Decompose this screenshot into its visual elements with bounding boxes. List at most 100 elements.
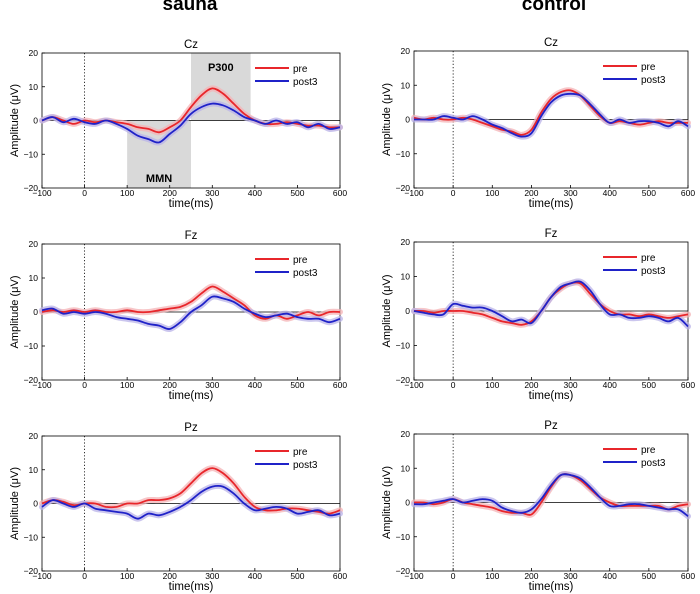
x-tick-label: 200 [524, 380, 538, 390]
y-tick-label: −10 [396, 341, 411, 351]
legend-label-pre: pre [641, 62, 656, 73]
legend-box [600, 440, 684, 468]
series-line-pre [41, 467, 341, 515]
legend-label-post3: post3 [293, 460, 318, 471]
y-tick-label: 20 [29, 431, 39, 441]
x-tick-label: 600 [333, 380, 347, 390]
legend-label-post3: post3 [641, 75, 666, 86]
legend-label-pre: pre [293, 255, 308, 266]
x-tick-label: −100 [32, 571, 51, 581]
x-tick-label: 500 [290, 571, 304, 581]
x-tick-label: 600 [681, 380, 695, 390]
legend: pre post3 [600, 248, 684, 277]
legend: pre post3 [600, 57, 684, 86]
x-tick-label: 100 [485, 380, 499, 390]
chart-title: Fz [185, 230, 198, 242]
y-axis-label: Amplitude (μV) [381, 275, 393, 348]
x-axis-label: time(ms) [169, 198, 214, 210]
y-tick-label: −20 [24, 375, 39, 385]
window-label-mmn: MMN [146, 173, 172, 185]
legend-label-post3: post3 [293, 77, 318, 88]
x-tick-label: 300 [563, 571, 577, 581]
x-tick-label: 400 [603, 380, 617, 390]
x-tick-label: 500 [290, 188, 304, 198]
y-tick-label: 20 [401, 237, 411, 247]
y-tick-label: 20 [29, 239, 39, 249]
legend-label-post3: post3 [641, 266, 666, 277]
x-tick-label: 400 [248, 188, 262, 198]
x-tick-label: 300 [205, 380, 219, 390]
x-tick-label: −100 [32, 380, 51, 390]
legend-label-post3: post3 [293, 268, 318, 279]
x-tick-label: 100 [120, 380, 134, 390]
y-tick-label: 0 [405, 498, 410, 508]
x-tick-label: 0 [451, 188, 456, 198]
x-tick-label: 300 [563, 188, 577, 198]
window-label-p300: P300 [208, 62, 234, 74]
x-tick-label: 300 [205, 188, 219, 198]
y-tick-label: 0 [33, 499, 38, 509]
y-tick-label: 10 [401, 463, 411, 473]
x-tick-label: 400 [248, 380, 262, 390]
y-tick-label: −10 [396, 532, 411, 542]
legend-box [252, 59, 336, 87]
legend-box [252, 442, 336, 470]
y-tick-label: 10 [29, 465, 39, 475]
y-tick-label: 10 [29, 273, 39, 283]
y-axis-label: Amplitude (μV) [9, 84, 21, 157]
x-tick-label: 0 [82, 571, 87, 581]
legend-box [600, 57, 684, 85]
y-tick-label: 20 [401, 46, 411, 56]
x-tick-label: 400 [603, 188, 617, 198]
chart-title: Pz [184, 422, 198, 434]
x-axis-label: time(ms) [529, 390, 574, 402]
chart-title: Cz [184, 39, 198, 51]
x-tick-label: 200 [524, 571, 538, 581]
x-tick-label: 500 [290, 380, 304, 390]
legend: pre post3 [252, 442, 336, 471]
x-axis-label: time(ms) [529, 198, 574, 210]
y-tick-label: 20 [29, 48, 39, 58]
y-tick-label: 0 [405, 306, 410, 316]
y-tick-label: −10 [396, 149, 411, 159]
legend: pre post3 [252, 250, 336, 279]
series-line-post3 [413, 473, 689, 517]
x-tick-label: 200 [163, 188, 177, 198]
column-title-control: control [521, 0, 587, 15]
x-tick-label: 400 [603, 571, 617, 581]
y-tick-label: −10 [24, 341, 39, 351]
legend: pre post3 [252, 59, 336, 88]
y-tick-label: −20 [396, 566, 411, 576]
y-axis-label: Amplitude (μV) [381, 83, 393, 156]
y-tick-label: 0 [405, 115, 410, 125]
series-line-post3 [41, 295, 341, 330]
legend-label-post3: post3 [641, 458, 666, 469]
column-title-sauna: sauna [162, 0, 218, 15]
x-tick-label: 200 [163, 380, 177, 390]
x-axis-label: time(ms) [169, 390, 214, 402]
legend-label-pre: pre [641, 445, 656, 456]
y-tick-label: 20 [401, 429, 411, 439]
x-tick-label: 200 [163, 571, 177, 581]
x-tick-label: −100 [404, 380, 423, 390]
legend-box [600, 248, 684, 276]
legend-label-pre: pre [641, 253, 656, 264]
series-line-pre [413, 89, 688, 136]
x-tick-label: 100 [120, 571, 134, 581]
series-line-post3 [41, 102, 341, 144]
x-tick-label: −100 [404, 188, 423, 198]
x-tick-label: 600 [681, 571, 695, 581]
chart-title: Fz [545, 228, 558, 240]
x-tick-label: 0 [451, 380, 456, 390]
series-line-post3 [414, 92, 689, 138]
y-tick-label: −20 [24, 566, 39, 576]
y-tick-label: 10 [401, 272, 411, 282]
y-tick-label: 0 [33, 307, 38, 317]
legend-label-pre: pre [293, 64, 308, 75]
series-band-pre [411, 470, 691, 518]
